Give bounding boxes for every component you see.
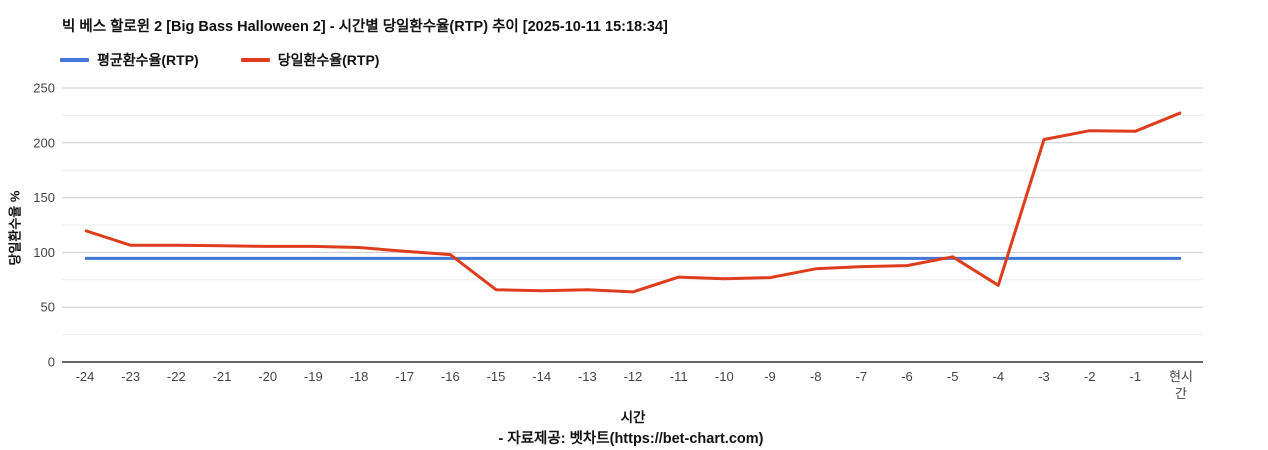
svg-text:-12: -12 [624,369,643,384]
svg-text:-5: -5 [947,369,959,384]
svg-text:-10: -10 [715,369,734,384]
legend-label-average-rtp: 평균환수율(RTP) [97,52,199,68]
svg-text:-1: -1 [1130,369,1142,384]
legend-item-daily-rtp: 당일환수율(RTP) [240,50,380,70]
footer-credit: - 자료제공: 벳차트(https://bet-chart.com) [498,431,764,447]
legend-label-daily-rtp: 당일환수율(RTP) [277,52,380,68]
svg-text:-20: -20 [258,369,277,384]
chart-title: 빅 베스 할로윈 2 [Big Bass Halloween 2] - 시간별 … [62,19,668,35]
chart-legend: 평균환수율(RTP) 당일환수율(RTP) [60,50,379,70]
svg-text:-9: -9 [764,369,776,384]
svg-text:250: 250 [33,81,55,96]
svg-text:-15: -15 [487,369,506,384]
svg-text:-6: -6 [901,369,913,384]
svg-text:-8: -8 [810,369,822,384]
svg-text:-13: -13 [578,369,597,384]
svg-text:-18: -18 [350,369,369,384]
legend-item-average-rtp: 평균환수율(RTP) [60,50,199,70]
svg-text:-23: -23 [121,369,140,384]
svg-text:100: 100 [33,245,55,260]
svg-text:-14: -14 [532,369,551,384]
svg-text:-21: -21 [213,369,232,384]
svg-text:현시간: 현시 간 [1169,369,1193,401]
svg-text:150: 150 [33,190,55,205]
svg-text:-7: -7 [856,369,868,384]
x-axis-title: 시간 [620,410,646,425]
svg-text:-2: -2 [1084,369,1096,384]
svg-text:200: 200 [33,135,55,150]
svg-text:0: 0 [48,355,55,370]
y-axis-title: 당일환수율 % [7,190,23,266]
daily-rtp-line-swatch-icon [240,58,270,62]
svg-text:-16: -16 [441,369,460,384]
svg-text:-22: -22 [167,369,186,384]
svg-text:-17: -17 [395,369,414,384]
svg-text:-19: -19 [304,369,323,384]
svg-text:-24: -24 [76,369,95,384]
svg-text:-3: -3 [1038,369,1050,384]
svg-text:50: 50 [41,300,55,315]
average-rtp-line-swatch-icon [60,58,89,62]
svg-text:-4: -4 [993,369,1005,384]
svg-text:-11: -11 [670,369,688,384]
